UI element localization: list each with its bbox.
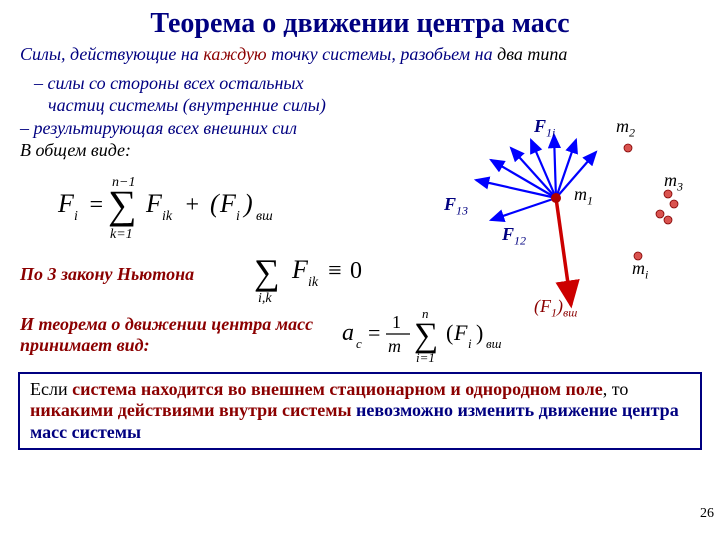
newton-label: По 3 закону Ньютона — [20, 264, 250, 285]
svg-text:+: + — [184, 192, 200, 218]
svg-text:∑: ∑ — [108, 182, 137, 227]
svg-text:i,k: i,k — [258, 291, 272, 306]
svg-text:i: i — [468, 336, 472, 351]
box-p3: , то — [603, 379, 629, 399]
box-p2: система находится во внешнем стационарно… — [72, 379, 603, 399]
bullets: – силы со стороны всех остальных частиц … — [0, 66, 394, 117]
label-F1vn: (F1)вш — [534, 296, 577, 321]
svg-text:вш: вш — [256, 209, 273, 224]
intro-part1: Силы, действующие на — [20, 44, 203, 64]
label-m2: m2 — [616, 116, 635, 141]
label-m3: m3 — [664, 170, 683, 195]
svg-text:): ) — [242, 189, 253, 218]
formula-sum-zero: ∑ i,k F⃗ ik ≡ 0 — [250, 244, 430, 306]
box-p1: Если — [30, 379, 72, 399]
bullet2-block: – результирующая всех внешних сил В обще… — [0, 117, 380, 162]
bullet1a: – силы со стороны всех остальных — [34, 72, 394, 95]
bullet1b: частиц системы (внутренние силы) — [34, 94, 394, 117]
bullet2: – результирующая всех внешних сил — [20, 117, 380, 140]
svg-text:вш: вш — [486, 336, 502, 351]
label-m1: m1 — [574, 184, 593, 209]
intro-text: Силы, действующие на каждую точку систем… — [0, 40, 720, 66]
svg-text:m: m — [388, 336, 401, 356]
label-F13: F13 — [444, 194, 468, 219]
svg-text:≡: ≡ — [328, 258, 342, 284]
label-F1i: F1i — [534, 116, 555, 141]
svg-text:∑: ∑ — [254, 252, 280, 292]
page-title: Теорема о движении центра масс — [0, 0, 720, 40]
svg-text:k=1: k=1 — [110, 227, 133, 242]
label-F12: F12 — [502, 224, 526, 249]
svg-text:ik: ik — [162, 209, 173, 224]
intro-part4: два типа — [497, 44, 567, 64]
svg-text:i: i — [74, 209, 78, 224]
box-p4: никакими действиями внутри системы — [30, 400, 352, 420]
label-mi: mi — [632, 258, 648, 283]
svg-text:i=1: i=1 — [416, 350, 435, 365]
intro-part3: точку системы, разобьем на — [267, 44, 497, 64]
conclusion-box: Если система находится во внешнем стацио… — [18, 372, 702, 451]
svg-text:c: c — [356, 336, 362, 351]
svg-text:0: 0 — [350, 258, 362, 284]
page-number: 26 — [700, 506, 714, 522]
svg-text:=: = — [88, 192, 104, 218]
general: В общем виде: — [20, 139, 380, 162]
svg-text:(: ( — [210, 189, 220, 218]
force-diagram: F1i F13 F12 (F1)вш m1 m2 m3 mi — [416, 120, 696, 330]
intro-part2: каждую — [203, 44, 266, 64]
theorem-label: И теорема о движении центра масс принима… — [20, 314, 340, 355]
svg-text:ik: ik — [308, 275, 319, 290]
svg-text:=: = — [368, 320, 380, 345]
svg-text:1: 1 — [392, 312, 401, 332]
svg-text:i: i — [236, 209, 240, 224]
